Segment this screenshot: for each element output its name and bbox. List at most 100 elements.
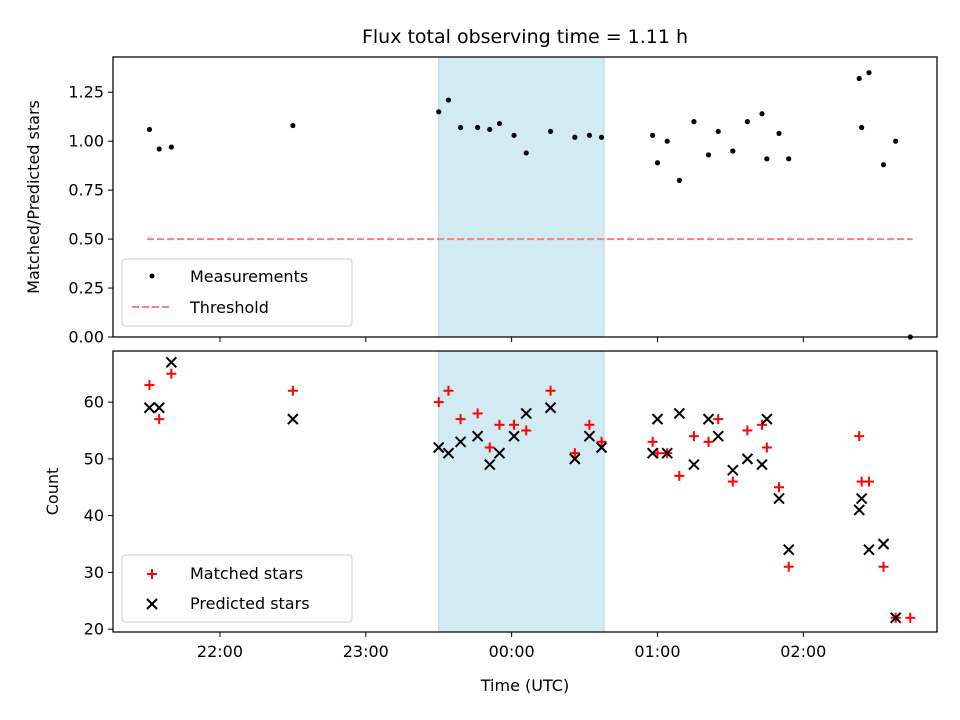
top-panel: 0.00 0.25 0.50 0.75 1.00 1.25 Matched/Predict… [24, 56, 938, 347]
bottom-axes-frame [112, 350, 938, 633]
measurement-point [744, 119, 751, 125]
bottom-y-ticks: 20 30 40 50 60 [84, 393, 113, 639]
count-points-layer [143, 356, 916, 624]
matched-star-point [472, 408, 483, 419]
matched-star-point [584, 419, 595, 430]
measurement-point [523, 150, 529, 156]
matched-star-point [647, 436, 658, 447]
matched-star-point [727, 476, 738, 487]
predicted-star-point [484, 458, 496, 471]
matched-star-point [494, 419, 505, 430]
predicted-star-point [756, 458, 768, 471]
matched-star-point [545, 385, 556, 396]
x-axis-label: Time (UTC) [480, 676, 569, 695]
predicted-star-point [646, 447, 659, 459]
predicted-star-point [773, 492, 785, 505]
predicted-star-point [877, 538, 890, 550]
bottom-x-ticks: 22:00 23:00 00:00 01:00 02:00 [197, 632, 826, 661]
matched-star-point [287, 385, 298, 396]
matched-star-point [783, 561, 794, 572]
measurement-point [764, 156, 770, 162]
predicted-star-point [863, 543, 875, 556]
predicted-star-point [855, 492, 868, 505]
matched-star-point [688, 431, 699, 442]
measurement-point [511, 132, 517, 138]
top-legend: Measurements Threshold [121, 258, 353, 327]
predicted-star-point [508, 430, 520, 442]
matched-star-point [455, 414, 466, 425]
predicted-star-point [688, 458, 700, 471]
predicted-star-point [153, 402, 165, 414]
predicted-star-point [712, 430, 724, 442]
measurement-point [705, 152, 712, 158]
matched-star-point [854, 431, 865, 442]
predicted-star-point [651, 413, 664, 425]
measurement-point [445, 97, 452, 103]
legend-matched-label: Matched stars [190, 564, 303, 583]
predicted-star-point [727, 464, 739, 476]
matched-star-point [144, 380, 155, 391]
predicted-star-point [143, 402, 156, 414]
top-y-ticks: 0.00 0.25 0.50 0.75 1.00 1.25 [68, 83, 113, 347]
predicted-star-point [783, 543, 795, 556]
measurement-point [572, 134, 578, 140]
measurement-point [893, 138, 899, 144]
predicted-star-point [661, 447, 673, 459]
predicted-star-point [493, 447, 506, 459]
matched-star-point [774, 482, 785, 493]
top-y-tick-label: 1.00 [68, 132, 104, 151]
x-tick-label: 22:00 [197, 642, 243, 661]
matched-star-point [652, 448, 663, 459]
predicted-star-point [673, 407, 686, 420]
measurement-point [856, 75, 862, 82]
matched-star-point [703, 436, 714, 447]
predicted-star-point [165, 356, 178, 369]
x-tick-label: 01:00 [634, 642, 680, 661]
predicted-star-point [741, 453, 754, 465]
legend-threshold-label: Threshold [189, 298, 269, 317]
matched-star-point [713, 414, 724, 425]
matched-star-point [166, 368, 177, 379]
measurement-point [676, 177, 682, 183]
top-y-tick-label: 0.75 [68, 181, 104, 200]
legend-matched-plus [147, 569, 157, 579]
measurement-point [496, 120, 503, 127]
predicted-star-point [595, 441, 608, 454]
measurement-point [730, 148, 736, 154]
measurement-point [650, 132, 656, 138]
legend-measurements-label: Measurements [190, 267, 308, 286]
matched-star-point [433, 397, 444, 408]
predicted-star-point [569, 453, 581, 465]
measurement-point [776, 130, 782, 136]
measurement-point [654, 160, 661, 166]
matched-star-point [878, 561, 889, 572]
measurement-point [146, 126, 153, 133]
matched-star-point [484, 442, 495, 453]
predicted-star-point [853, 504, 865, 516]
top-y-tick-label: 1.25 [68, 83, 104, 102]
matched-star-point [443, 385, 454, 396]
measurement-point [866, 70, 872, 76]
measurement-point [715, 128, 721, 135]
matched-star-point [905, 612, 916, 623]
top-y-axis-label: Matched/Predicted stars [24, 100, 43, 294]
bottom-highlight-span [438, 350, 605, 633]
predicted-star-point [889, 612, 902, 624]
measurement-point [487, 126, 493, 133]
matched-star-point [521, 425, 532, 436]
bottom-y-tick-label: 20 [84, 620, 104, 639]
matched-star-point [596, 436, 607, 447]
measurement-point [880, 162, 887, 168]
bottom-panel: 22:00 23:00 00:00 01:00 02:00 20 30 40 50 60 Cou… [43, 350, 938, 695]
top-highlight-layer [438, 56, 605, 338]
top-y-tick-label: 0.50 [68, 230, 104, 249]
measurement-point [786, 156, 792, 162]
measurement-point [436, 109, 442, 115]
top-x-ticks [219, 337, 804, 342]
predicted-star-point [702, 413, 715, 425]
legend-matched-marker [147, 569, 157, 579]
x-tick-label: 23:00 [343, 642, 389, 661]
bottom-y-axis-label: Count [43, 468, 62, 516]
matched-star-point [154, 414, 165, 425]
